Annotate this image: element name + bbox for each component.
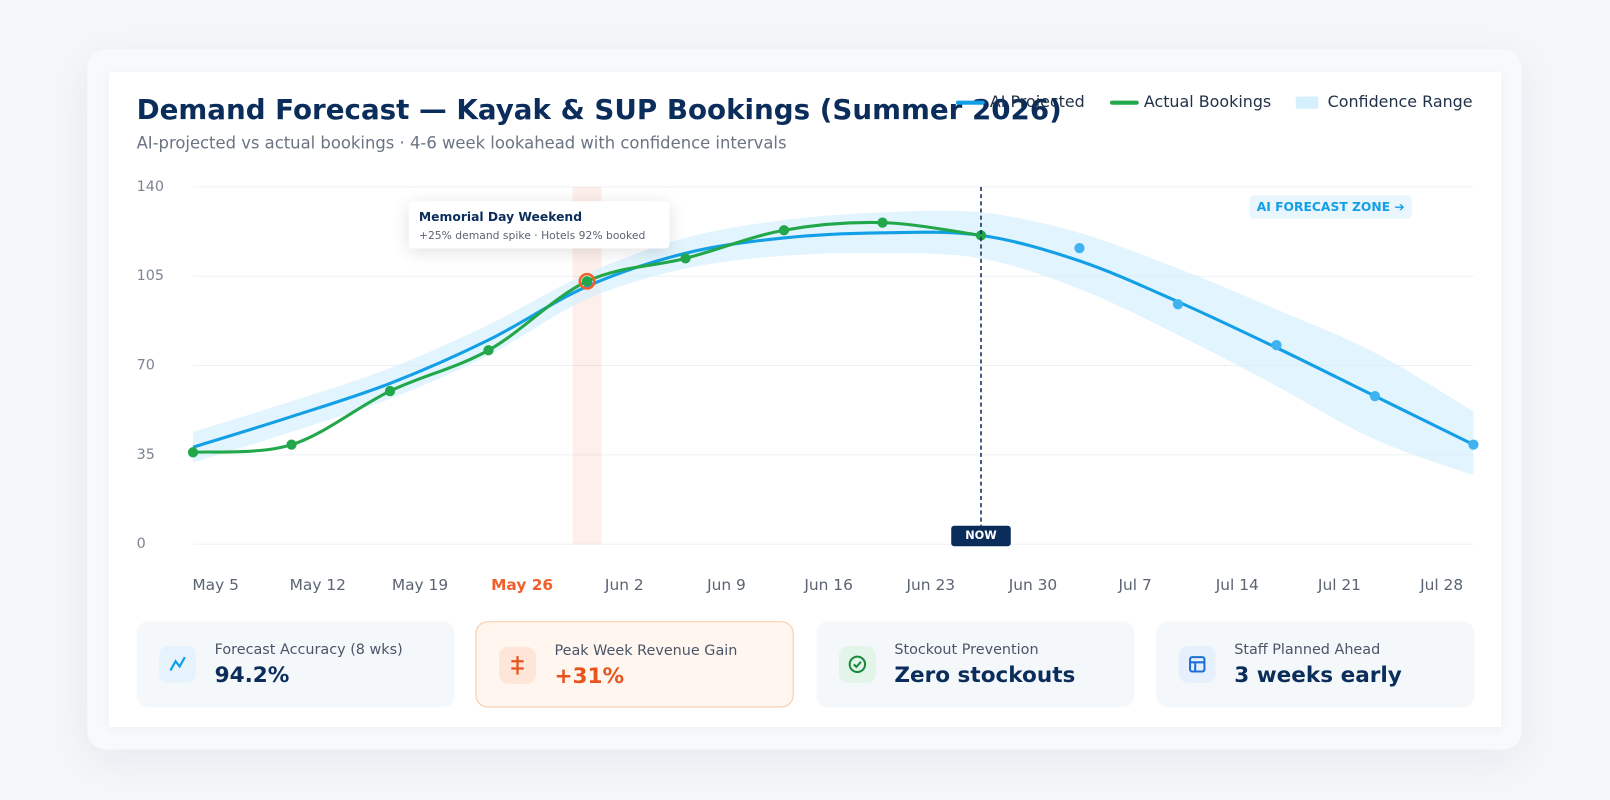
now-label: NOW [965,529,997,542]
actual-point [680,253,691,264]
forecast-point [1369,391,1381,402]
kpi-value: +31% [554,663,625,688]
kpi-icon [1178,645,1216,683]
kpi-label: Forecast Accuracy (8 wks) [214,641,403,659]
kpi-card: Forecast Accuracy (8 wks) 94.2% [136,621,455,708]
y-tick-label: 70 [137,358,155,374]
x-tick-label: Jun 9 [706,576,746,594]
actual-point [975,230,987,241]
actual-point [187,447,199,458]
kpi-label: Stockout Prevention [894,641,1039,659]
y-tick-label: 140 [137,179,164,195]
forecast-point [1271,339,1282,351]
y-tick-label: 105 [137,268,164,284]
legend-label: Confidence Range [1328,92,1473,111]
legend-label: AI Projected [990,92,1085,111]
actual-point [778,225,790,236]
forecast-point [1468,439,1479,450]
x-tick-label: Jun 2 [604,576,644,594]
kpi-label: Staff Planned Ahead [1234,641,1381,659]
kpi-icon [838,645,876,683]
annotation-text: +25% demand spike · Hotels 92% booked [419,229,645,242]
legend-label: Actual Bookings [1144,92,1271,111]
x-tick-label: Jul 28 [1419,576,1463,594]
chart-title: Demand Forecast — Kayak & SUP Bookings (… [137,93,1062,126]
actual-point [877,217,888,228]
x-tick-label: Jun 16 [803,576,853,594]
kpi-card: Stockout Prevention Zero stockouts [816,621,1135,708]
x-tick-label: Jul 14 [1215,576,1259,594]
x-tick-label: Jun 30 [1008,576,1058,594]
chart: Demand Forecast — Kayak & SUP Bookings (… [137,92,1479,594]
actual-point [286,439,297,450]
series-line [192,230,1475,449]
kpi-value: 3 weeks early [1234,662,1402,687]
zone-label: AI FORECAST ZONE ➔ [1257,200,1405,214]
annotation-box [408,201,670,249]
kpi-value: 94.2% [214,662,290,687]
highlight-ring [578,272,596,290]
x-tick-label: May 5 [192,576,239,594]
kpi-card: Peak Week Revenue Gain +31% [475,621,794,708]
kpi-label: Peak Week Revenue Gain [554,642,738,660]
x-tick-label: May 12 [290,576,346,594]
actual-point [581,276,593,287]
y-tick-label: 35 [137,447,155,463]
x-tick-label: Jul 21 [1317,576,1361,594]
legend-swatch [1295,96,1319,109]
now-badge [951,525,1011,547]
y-tick-label: 0 [137,536,146,552]
confidence-band [193,210,1474,476]
actual-point [384,385,396,397]
kpi-value: Zero stockouts [894,662,1076,687]
kpi-card: Staff Planned Ahead 3 weeks early [1156,621,1475,708]
x-tick-label: May 19 [392,576,448,594]
x-tick-label: Jul 7 [1117,576,1151,594]
annotation-title: Memorial Day Weekend [419,210,582,224]
x-tick-label: Jun 23 [906,576,956,594]
forecast-point [1074,242,1085,254]
actual-point [483,345,494,356]
chart-subtitle: AI-projected vs actual bookings · 4-6 we… [137,133,787,152]
x-tick-label: May 26 [491,576,553,594]
kpi-icon [499,646,536,684]
kpi-icon [159,645,197,683]
forecast-point [1172,299,1184,310]
zone-badge [1249,195,1412,219]
